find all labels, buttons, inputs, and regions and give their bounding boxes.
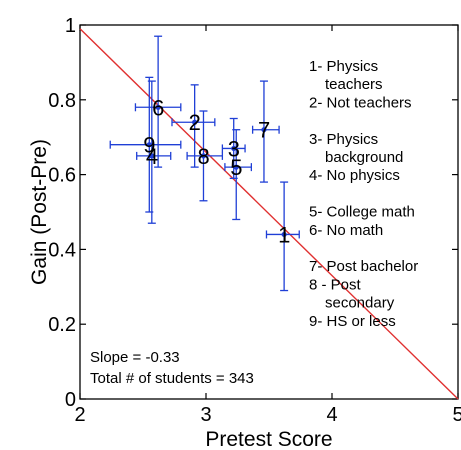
legend-entry: background <box>325 149 403 166</box>
legend-entry: 6- No math <box>309 222 383 239</box>
point-label: 4 <box>146 144 158 169</box>
y-tick-label: 0.8 <box>48 90 76 112</box>
x-tick-label: 5 <box>452 404 461 426</box>
y-tick-label: 0.2 <box>48 314 76 336</box>
legend-entry: 3- Physics <box>309 131 378 148</box>
data-point <box>155 104 161 110</box>
annotation-text: Slope = -0.33 <box>90 349 180 366</box>
point-label: 9 <box>143 133 155 158</box>
legend-entry: 9- HS or less <box>309 313 396 330</box>
data-point <box>146 142 152 148</box>
data-point <box>231 145 237 152</box>
annotations: Slope = -0.33 Total # of students = 343 <box>90 349 254 387</box>
legend-entry: 1- Physics <box>309 58 378 75</box>
data-points: 1 2 3 4 5 6 7 8 9 <box>143 95 290 247</box>
data-point <box>233 164 239 170</box>
data-point <box>192 119 198 125</box>
data-point <box>261 127 267 133</box>
legend-entry: 5- College math <box>309 204 415 221</box>
point-label: 8 <box>197 144 209 169</box>
annotation-text: Total # of students = 343 <box>90 370 254 387</box>
point-label: 2 <box>189 110 201 135</box>
y-tick-label: 0.4 <box>48 239 76 261</box>
error-bars <box>109 35 300 292</box>
axis-ticks: 2 3 4 5 0 0.2 0.4 0.6 0.8 1 <box>48 15 461 426</box>
point-label: 6 <box>152 95 164 120</box>
legend-entry: 2- Not teachers <box>309 94 412 111</box>
point-label: 7 <box>258 118 270 143</box>
x-tick-label: 2 <box>74 404 85 426</box>
x-axis-title: Pretest Score <box>205 428 332 450</box>
legend-entry: 7- Post bachelor <box>309 258 418 275</box>
x-tick-label: 4 <box>326 404 337 426</box>
legend-entry: 4- No physics <box>309 167 400 184</box>
x-tick-label: 3 <box>200 404 211 426</box>
y-tick-label: 1 <box>65 15 76 37</box>
fit-line <box>79 28 459 400</box>
y-tick-label: 0 <box>65 389 76 411</box>
y-tick-label: 0.6 <box>48 165 76 187</box>
point-label: 1 <box>278 222 290 247</box>
point-label: 5 <box>230 155 242 180</box>
legend-entry: teachers <box>325 76 383 93</box>
legend-entry: 8 - Post <box>309 276 362 293</box>
data-point <box>149 153 155 159</box>
y-axis-title: Gain (Post-Pre) <box>28 139 51 285</box>
legend-entry: secondary <box>325 295 395 312</box>
fit-line-group <box>79 28 459 400</box>
data-point <box>200 153 207 159</box>
point-label: 3 <box>228 136 240 161</box>
data-point <box>281 231 287 238</box>
plot-frame <box>79 24 459 400</box>
